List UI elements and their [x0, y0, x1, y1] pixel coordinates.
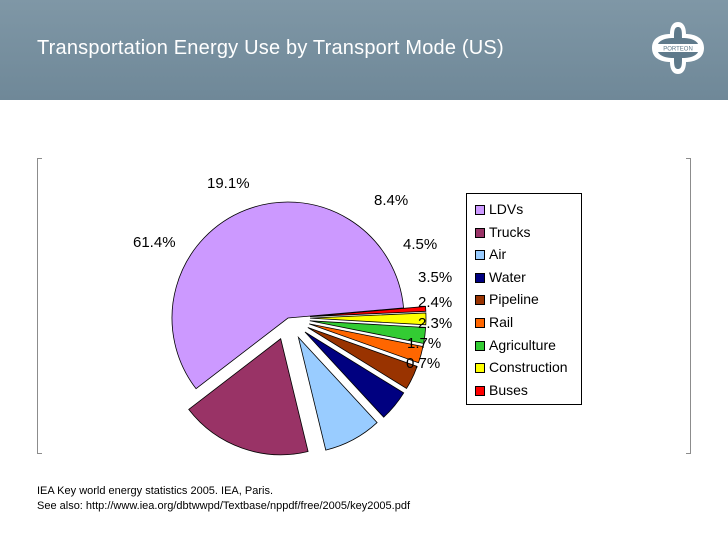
pie-slice-air — [297, 335, 378, 451]
pie-slice-buses — [309, 306, 427, 317]
legend-swatch-trucks — [475, 227, 485, 238]
data-label-agriculture: 2.3% — [418, 315, 452, 332]
pie-slice-rail — [309, 323, 424, 364]
chart-legend: LDVs Trucks Air Water Pipeline Rail Agricultur… — [466, 193, 582, 405]
logo-text: PORTEON — [663, 47, 693, 53]
data-label-buses: 0.7% — [406, 355, 440, 372]
source-citation: IEA Key world energy statistics 2005. IE… — [37, 485, 273, 497]
data-label-ldvs: 61.4% — [133, 234, 176, 251]
pie-slice-water — [304, 331, 405, 418]
legend-swatch-buses — [475, 385, 485, 396]
pie-slice-trucks — [188, 338, 309, 456]
legend-swatch-agriculture — [475, 340, 485, 351]
data-label-air: 8.4% — [374, 192, 408, 209]
legend-swatch-construction — [475, 363, 485, 374]
legend-swatch-air — [475, 250, 485, 261]
pie-slice-agriculture — [309, 320, 427, 344]
pie-slice-ldvs — [171, 201, 404, 390]
legend-label-trucks: Trucks — [489, 223, 531, 240]
pie-slice-construction — [309, 312, 427, 326]
chart-frame — [37, 158, 691, 454]
legend-label-buses: Buses — [489, 381, 528, 398]
legend-label-rail: Rail — [489, 314, 514, 330]
data-label-pipeline: 3.5% — [418, 269, 452, 286]
porteon-logo: PORTEON — [652, 22, 704, 74]
data-label-construction: 1.7% — [407, 335, 441, 352]
legend-swatch-ldvs — [475, 205, 485, 215]
data-label-trucks: 19.1% — [207, 175, 250, 192]
legend-label-air: Air — [489, 246, 507, 263]
legend-label-pipeline: Pipeline — [489, 291, 539, 308]
legend-swatch-water — [475, 272, 485, 283]
pie-slice-pipeline — [307, 327, 418, 390]
legend-label-agriculture: Agriculture — [489, 336, 556, 353]
legend-label-water: Water — [489, 268, 526, 285]
data-label-water: 4.5% — [403, 236, 437, 253]
data-label-rail: 2.4% — [418, 294, 452, 311]
legend-label-construction: Construction — [489, 359, 568, 376]
legend-swatch-pipeline — [475, 295, 485, 306]
slide-header: Transportation Energy Use by Transport M… — [0, 0, 728, 100]
source-url: See also: http://www.iea.org/dbtwwpd/Tex… — [37, 500, 411, 512]
legend-label-ldvs: LDVs — [489, 201, 524, 217]
slide-title: Transportation Energy Use by Transport M… — [37, 37, 504, 59]
legend-swatch-rail — [475, 318, 485, 328]
